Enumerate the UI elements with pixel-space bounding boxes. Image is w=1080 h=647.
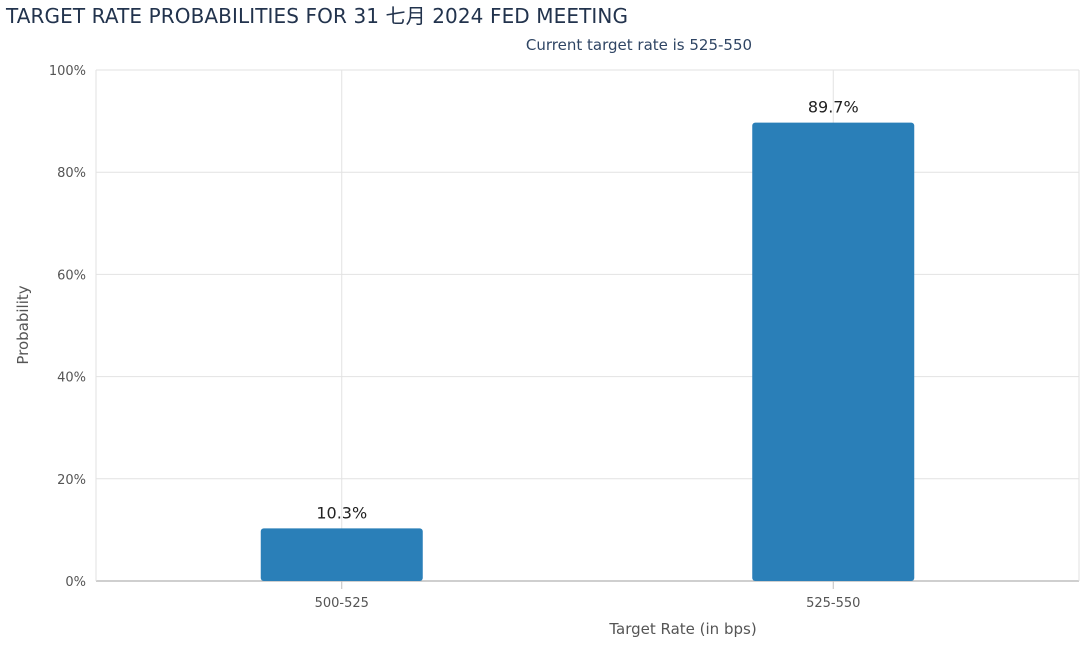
y-axis-label: Probability xyxy=(14,285,32,364)
y-tick-label: 100% xyxy=(49,64,86,79)
x-tick-label: 500-525 xyxy=(315,596,369,611)
data-labels: 10.3% 89.7% xyxy=(316,98,858,523)
y-tick-label: 80% xyxy=(57,166,86,181)
y-axis-ticks: 0% 20% 40% 60% 80% 100% xyxy=(49,64,86,590)
bar-data-label: 10.3% xyxy=(316,503,367,522)
chart-subtitle: Current target rate is 525-550 xyxy=(526,36,752,54)
y-tick-label: 20% xyxy=(57,473,86,488)
x-tick-label: 525-550 xyxy=(806,596,860,611)
bars xyxy=(260,122,915,582)
y-tick-label: 0% xyxy=(65,575,86,590)
x-axis-label: Target Rate (in bps) xyxy=(608,620,756,638)
y-tick-label: 60% xyxy=(57,268,86,283)
x-axis-ticks: 500-525 525-550 xyxy=(315,581,860,611)
bar[interactable] xyxy=(752,122,915,582)
bar-data-label: 89.7% xyxy=(808,98,859,117)
grid xyxy=(95,69,1080,582)
bar[interactable] xyxy=(260,528,423,581)
chart-title: TARGET RATE PROBABILITIES FOR 31 七月 2024… xyxy=(6,4,629,28)
y-tick-label: 40% xyxy=(57,371,86,386)
